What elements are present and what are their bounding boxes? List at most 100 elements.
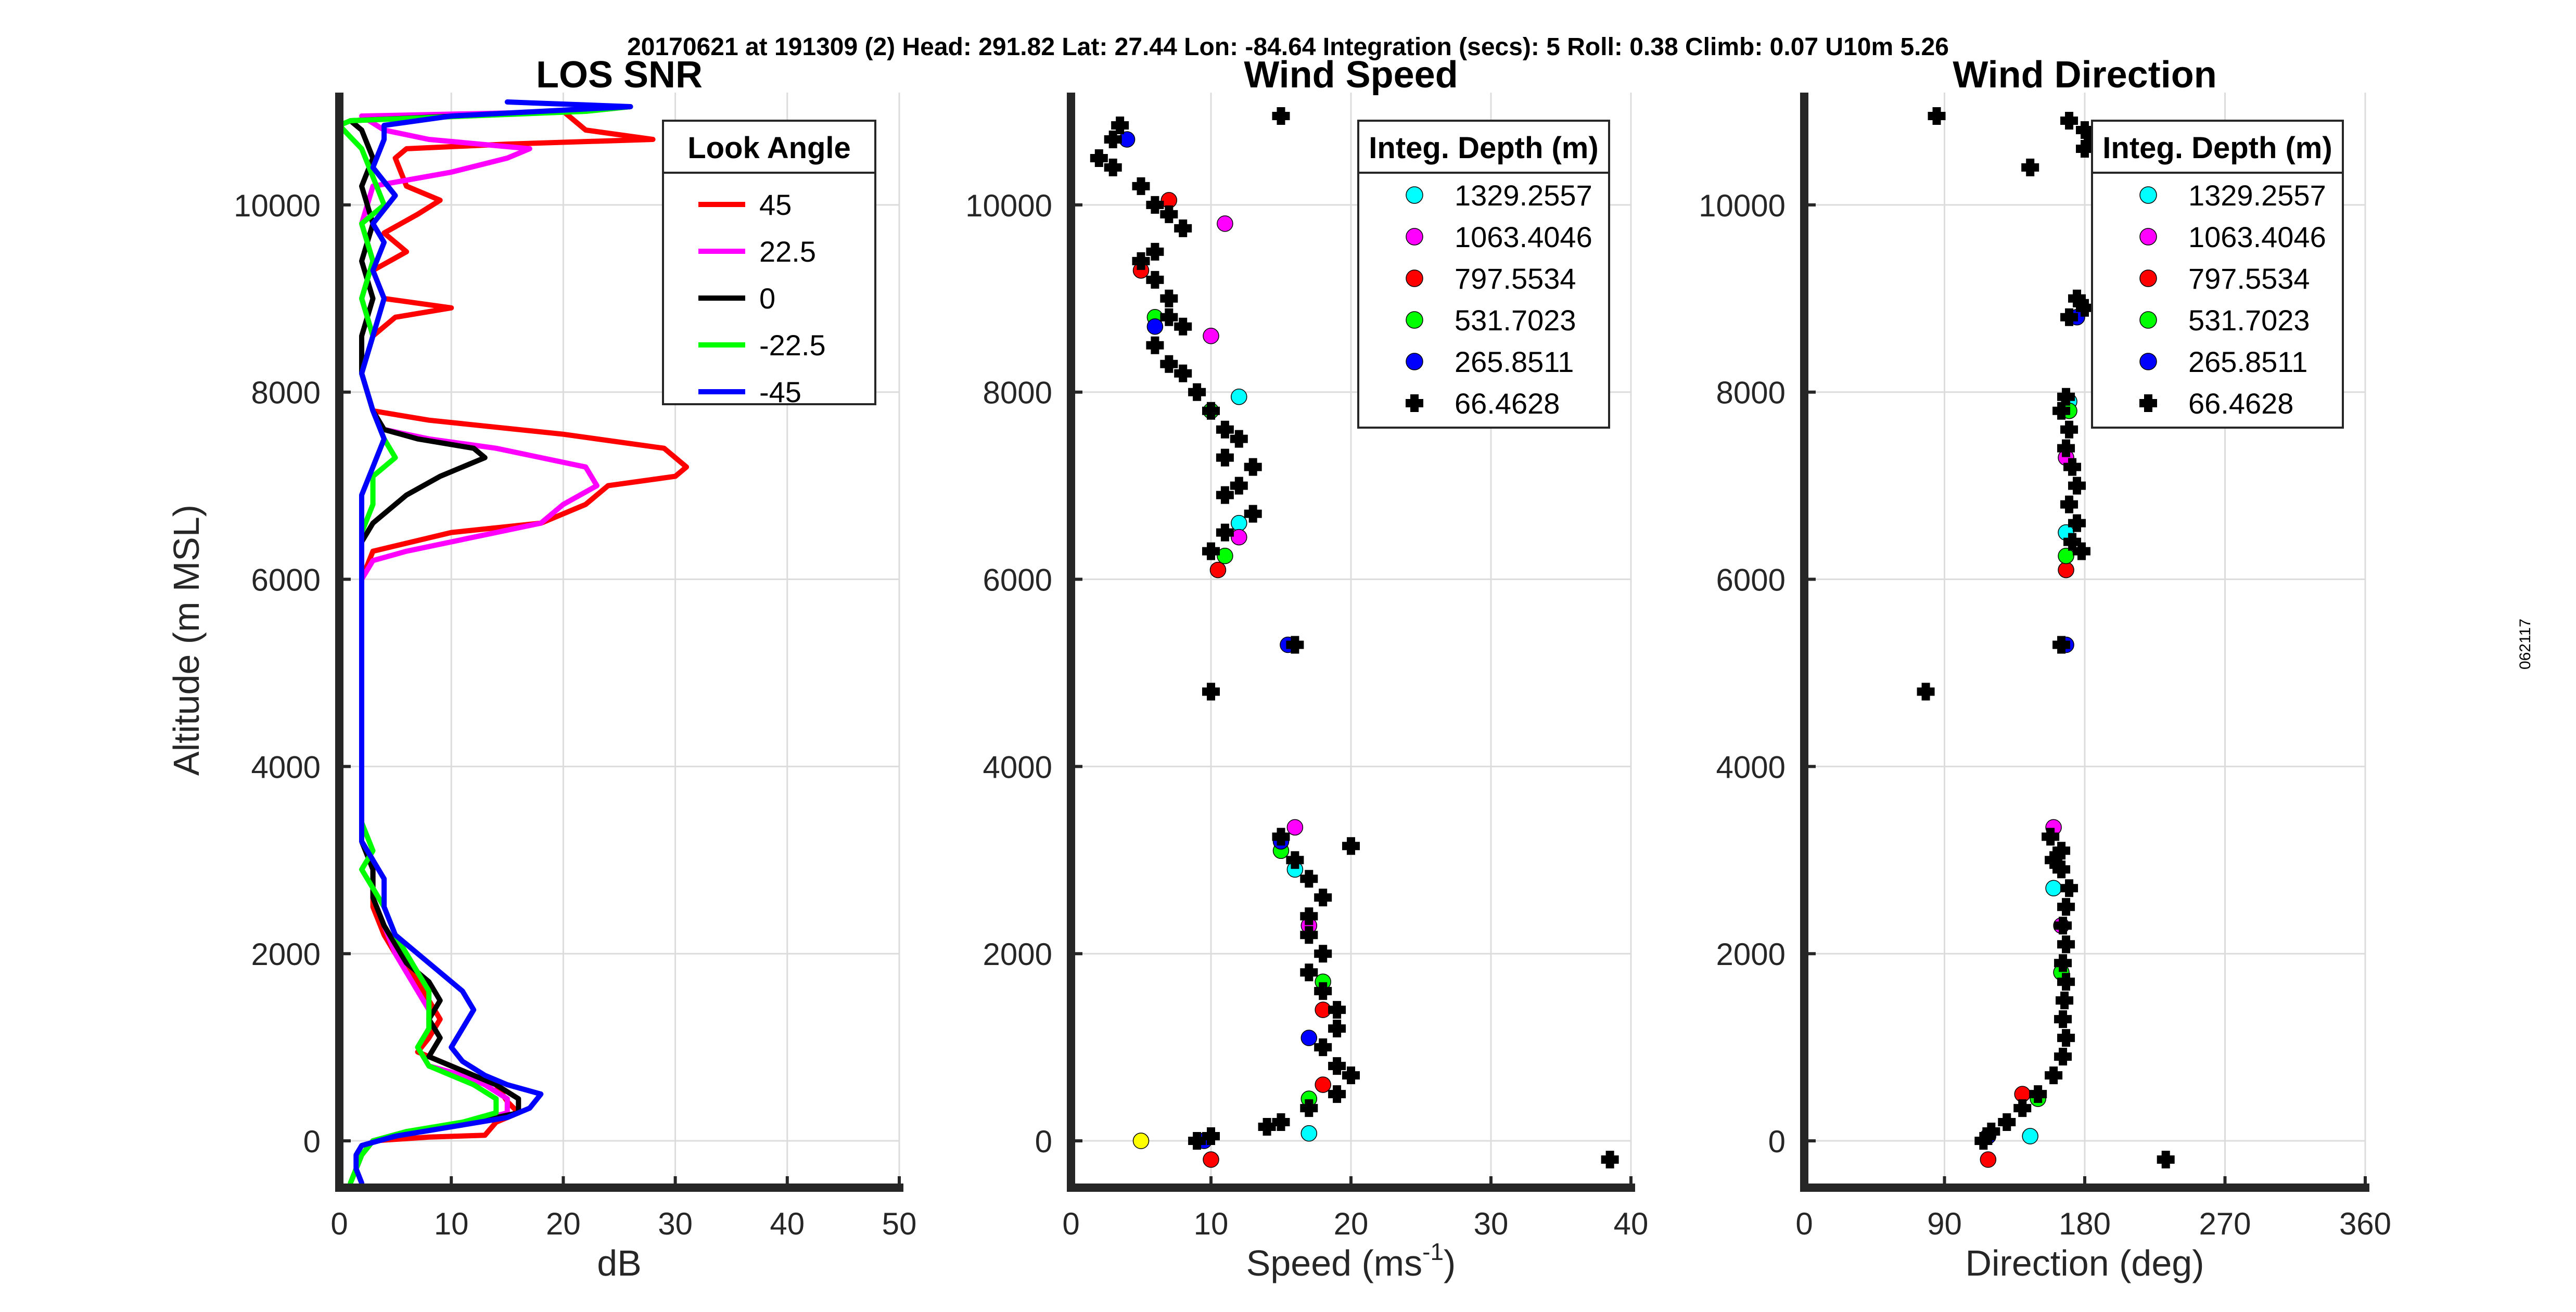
data-point [1160,289,1178,307]
legend-swatch [1406,228,1423,246]
data-point [1202,542,1220,560]
x-tick-label: 0 [1062,1206,1079,1241]
data-point [1203,1151,1219,1168]
data-point [2013,1099,2032,1117]
data-point [1216,420,1234,439]
y-tick-label: 8000 [983,376,1052,410]
y-tick-label: 0 [1035,1124,1052,1159]
x-tick-label: 20 [546,1206,581,1241]
data-point [1231,529,1247,546]
data-point [2052,636,2071,654]
legend-swatch [2139,269,2157,287]
legend-label: 0 [759,282,775,315]
y-tick-label: 6000 [1716,563,1786,598]
data-point [2054,1010,2072,1028]
x-tick-label: 360 [2339,1206,2391,1241]
figure-suptitle: 20170621 at 191309 (2) Head: 291.82 Lat:… [627,33,1949,61]
wind-speed-panel: 0 10 20 30 40 0 2000 4000 6000 8000 10000 Wind Spee… [965,54,1648,1283]
data-point [1342,837,1360,855]
legend-swatch [1406,394,1423,412]
data-point [1132,1133,1150,1149]
legend-entry: 1329.2557 [2139,179,2326,212]
legend-entry: 265.8511 [2139,345,2307,378]
data-point [1286,819,1304,836]
data-point [2056,992,2074,1010]
data-point [2042,828,2060,846]
data-point [1188,383,1206,401]
data-point [1160,308,1178,326]
data-point [2063,458,2082,476]
legend-title: Look Angle [687,131,851,165]
x-tick-label: 30 [1474,1206,1509,1241]
y-tick-label: 0 [303,1124,321,1159]
data-point [2068,514,2086,532]
data-point [1928,107,1946,125]
x-axis-label-superscript: -1 [1422,1238,1444,1265]
line-series-_45 [353,99,633,1186]
legend-entry: 0 [698,282,775,315]
legend-label: 797.5534 [1455,262,1576,295]
y-tick-label: 4000 [983,750,1052,784]
data-point [1146,242,1164,261]
data-point [2063,533,2082,551]
x-tick-label: 270 [2199,1206,2251,1241]
data-point [2073,542,2091,560]
x-tick-label: 40 [770,1206,805,1241]
data-point [1160,205,1178,223]
x-tick-label: 180 [2059,1206,2111,1241]
legend-label: 45 [759,188,792,221]
data-point [2060,308,2078,326]
data-point [1202,402,1220,420]
legend-entry: 66.4628 [1406,387,1560,420]
data-point [2157,1151,2175,1169]
x-tick-label: 40 [1614,1206,1649,1241]
legend-box [662,120,876,405]
data-point [1314,982,1332,1000]
data-point [2057,935,2075,954]
data-point [1328,1020,1346,1038]
legend-title: Integ. Depth (m) [2102,131,2332,165]
legend-entry: 531.7023 [1406,304,1576,337]
data-point [1216,523,1234,542]
data-point [1998,1113,2016,1131]
data-layer [1090,107,1619,1169]
legend-swatch [2139,311,2157,329]
legend: Integ. Depth (m) 1329.2557 1063.4046 797.55… [1357,120,1610,429]
legend-label: 265.8511 [2188,345,2307,378]
legend-title: Integ. Depth (m) [1369,131,1598,165]
points-series-265_8511 [1118,131,1318,1149]
x-tick-label: 0 [1795,1206,1813,1241]
points-series-66_4628 [1917,107,2175,1169]
y-tick-label: 2000 [983,937,1052,972]
wind-direction-panel: 0 90 180 270 360 0 2000 4000 6000 8000 10000 Wind D… [1699,54,2391,1283]
y-tick-label: 8000 [251,376,321,410]
data-point [2022,1128,2038,1144]
data-point [2054,917,2072,935]
data-point [1111,116,1129,134]
y-tick-label: 4000 [1716,750,1786,784]
legend-label: 531.7023 [2188,304,2310,337]
legend-swatch [2139,394,2157,412]
data-point [1300,907,1318,925]
data-point [1230,477,1248,495]
data-point [1272,107,1290,125]
line-series-0 [348,104,633,1186]
legend-label: 66.4628 [1455,387,1560,420]
data-layer [1917,107,2175,1169]
data-point [2021,158,2039,176]
data-point [1244,458,1262,476]
x-axis-label: dB [597,1243,642,1283]
x-tick-label: 50 [882,1206,917,1241]
legend-entry: -22.5 [698,329,826,362]
x-tick-label: 0 [330,1206,348,1241]
data-point [1230,430,1248,448]
legend-entry: 1063.4046 [1406,221,1592,253]
data-point [1203,328,1219,344]
data-point [1217,547,1233,564]
data-point [1188,1132,1206,1150]
data-point [1244,505,1262,523]
y-tick-label: 8000 [1716,376,1786,410]
data-point [1314,1038,1332,1057]
data-point [2052,402,2071,420]
y-tick-label: 2000 [251,937,321,972]
